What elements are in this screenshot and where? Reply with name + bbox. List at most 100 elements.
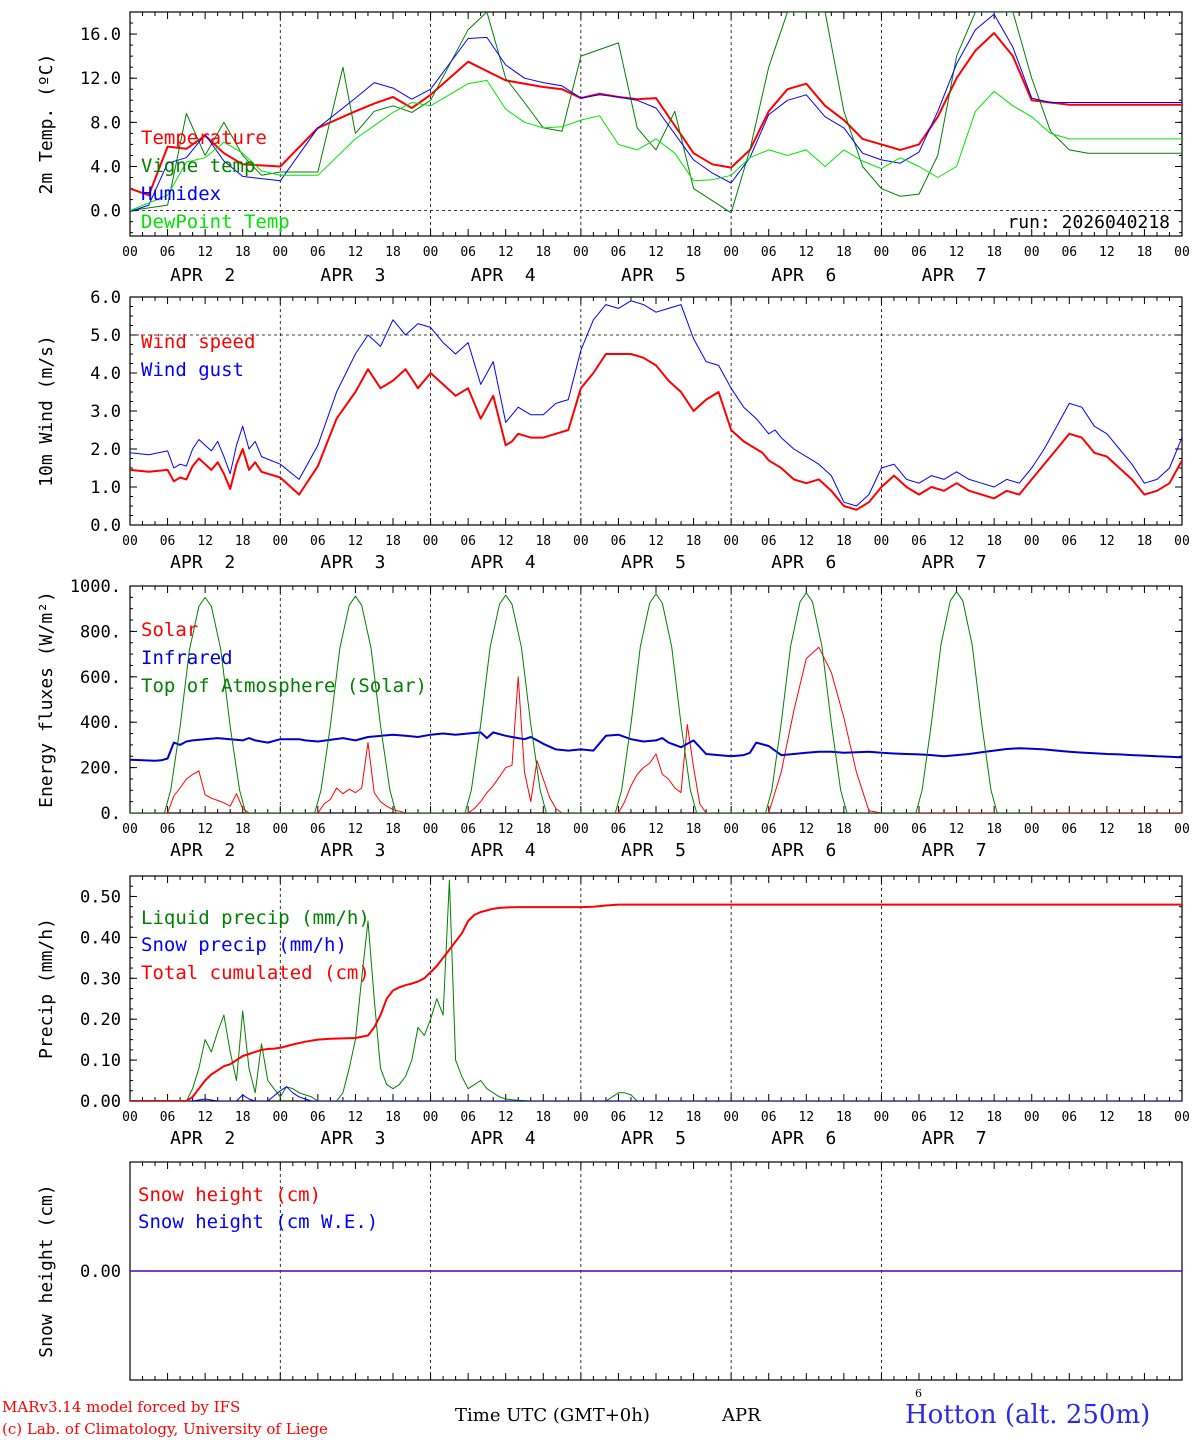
x-tick-label: 18	[535, 534, 551, 549]
day-label: APR 3	[320, 552, 385, 573]
legend-entry: Snow precip (mm/h)	[141, 934, 347, 956]
x-tick-label: 12	[498, 245, 514, 260]
series-line-temperature	[130, 32, 1182, 197]
day-label: APR 4	[471, 1128, 536, 1149]
y-tick-label: 1.0	[90, 478, 121, 498]
series-line-vigne-temp	[130, 12, 1182, 214]
x-tick-label: 06	[160, 822, 176, 837]
series-line-total-cumulated-cm-	[130, 903, 1182, 1101]
day-label: APR 5	[621, 265, 686, 286]
x-tick-label: 18	[535, 245, 551, 260]
x-tick-label: 18	[836, 1110, 852, 1125]
x-tick-label: 12	[798, 822, 814, 837]
x-tick-label: 00	[573, 1110, 589, 1125]
day-label: APR 5	[621, 840, 686, 861]
legend-entry: DewPoint Temp	[141, 211, 290, 233]
x-tick-label: 18	[235, 1110, 251, 1125]
x-tick-label: 12	[949, 534, 965, 549]
series-line-infrared	[130, 731, 1182, 762]
x-tick-label: 06	[761, 1110, 777, 1125]
day-label: APR 3	[320, 265, 385, 286]
x-tick-label: 06	[310, 1110, 326, 1125]
x-tick-label: 18	[686, 534, 702, 549]
x-tick-label: 00	[272, 534, 288, 549]
y-tick-label: 5.0	[90, 326, 121, 346]
x-tick-label: 12	[1099, 534, 1115, 549]
x-tick-label: 12	[798, 534, 814, 549]
x-tick-label: 12	[498, 822, 514, 837]
legend-entry: Snow height (cm W.E.)	[138, 1211, 378, 1233]
x-tick-label: 00	[272, 245, 288, 260]
x-tick-label: 12	[348, 534, 364, 549]
x-tick-label: 06	[1061, 1110, 1077, 1125]
x-tick-label: 12	[949, 822, 965, 837]
x-tick-label: 12	[1099, 822, 1115, 837]
x-tick-label: 12	[648, 534, 664, 549]
run-annotation: run: 2026040218	[1007, 212, 1170, 233]
x-tick-label: 12	[648, 245, 664, 260]
day-label: APR 7	[922, 840, 987, 861]
x-tick-label: 00	[573, 822, 589, 837]
x-tick-label: 00	[1174, 534, 1190, 549]
y-axis-title: Energy fluxes (W/m²)	[36, 591, 57, 808]
day-label: APR 5	[621, 1128, 686, 1149]
y-tick-label: 6.0	[90, 288, 121, 308]
y-tick-label: 0.00	[80, 1262, 121, 1282]
y-axis-title: 10m Wind (m/s)	[36, 335, 57, 487]
x-tick-label: 18	[986, 1110, 1002, 1125]
lab-credit: (c) Lab. of Climatology, University of L…	[2, 1420, 328, 1438]
y-tick-label: 2.0	[90, 440, 121, 460]
x-tick-label: 12	[798, 1110, 814, 1125]
x-tick-label: 18	[385, 534, 401, 549]
legend-entry: Total cumulated (cm)	[141, 962, 370, 984]
y-tick-label: 800.	[80, 622, 121, 642]
day-label: APR 2	[170, 1128, 235, 1149]
x-tick-label: 00	[272, 1110, 288, 1125]
y-tick-label: 400.	[80, 713, 121, 733]
day-label: APR 7	[922, 1128, 987, 1149]
x-tick-label: 06	[310, 534, 326, 549]
x-tick-label: 06	[160, 1110, 176, 1125]
x-tick-label: 06	[1061, 245, 1077, 260]
series-line-wind-gust	[130, 300, 1182, 507]
x-tick-label: 00	[723, 245, 739, 260]
legend-entry: Humidex	[141, 183, 221, 205]
y-tick-label: 0.00	[80, 1092, 121, 1112]
panel-precip: 00 06 12 18 00 06 12 18 00 06 12 18 00 06 12 18 00 06 12 18…	[36, 875, 1190, 1149]
day-label: APR 4	[471, 265, 536, 286]
y-tick-label: 0.0	[90, 202, 121, 222]
x-tick-label: 12	[798, 245, 814, 260]
x-tick-label: 18	[836, 245, 852, 260]
x-tick-label: 18	[1137, 245, 1153, 260]
y-tick-label: 600.	[80, 668, 121, 688]
plot-frame	[129, 296, 1183, 526]
x-tick-label: 06	[460, 822, 476, 837]
x-tick-label: 12	[197, 1110, 213, 1125]
y-tick-label: 200.	[80, 759, 121, 779]
x-tick-label: 00	[122, 245, 138, 260]
x-tick-label: 00	[874, 245, 890, 260]
y-tick-label: 16.0	[80, 25, 121, 45]
x-tick-label: 18	[385, 1110, 401, 1125]
panel-snow: 0.00 Snow height (cm) Snow height (cm) Snow…	[36, 1161, 1183, 1381]
plot-frame	[129, 11, 1183, 237]
y-tick-label: 0.30	[80, 969, 121, 989]
x-tick-label: 00	[723, 822, 739, 837]
x-tick-label: 12	[197, 245, 213, 260]
month-label: APR	[722, 1405, 761, 1426]
y-tick-label: 0.10	[80, 1051, 121, 1071]
x-tick-label: 12	[348, 245, 364, 260]
legend-entry: Snow height (cm)	[138, 1184, 321, 1206]
y-tick-label: 8.0	[90, 113, 121, 133]
model-credit: MARv3.14 model forced by IFS	[2, 1398, 241, 1416]
x-tick-label: 00	[874, 1110, 890, 1125]
day-label: APR 6	[771, 265, 836, 286]
x-tick-label: 18	[235, 534, 251, 549]
y-tick-label: 0.40	[80, 928, 121, 948]
x-tick-label: 12	[197, 822, 213, 837]
superscript-mark: 6	[915, 1387, 922, 1400]
x-tick-label: 18	[686, 245, 702, 260]
y-tick-label: 0.0	[90, 516, 121, 536]
y-tick-label: 1000.	[70, 577, 121, 597]
x-tick-label: 00	[1024, 534, 1040, 549]
